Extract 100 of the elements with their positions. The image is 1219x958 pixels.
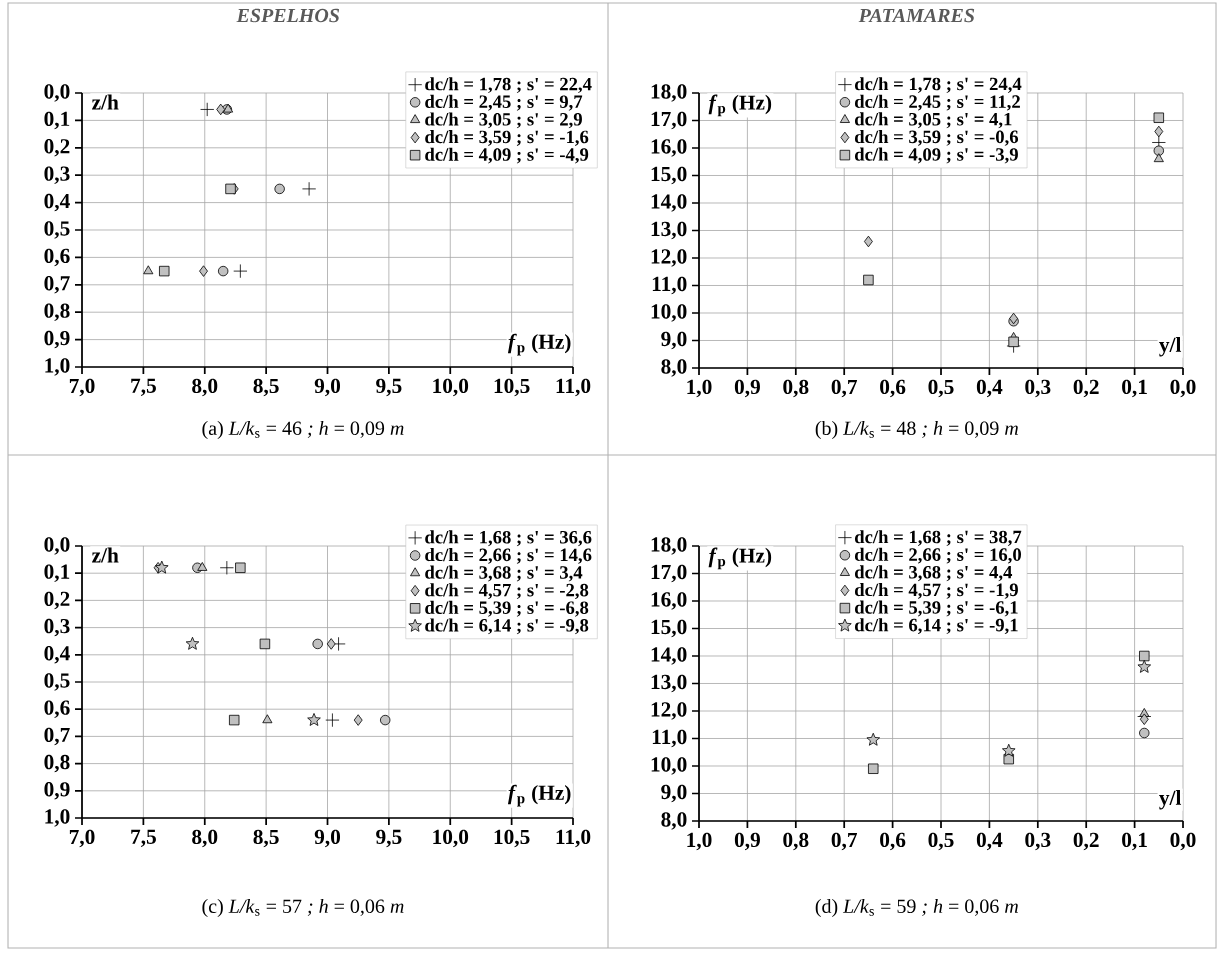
y-axis-title: f$_{p}$ (Hz)	[708, 94, 772, 117]
x-tick-label: 9,5	[376, 829, 402, 848]
x-tick-label: 10,0	[433, 378, 469, 397]
x-tick-label: 1,0	[687, 832, 712, 851]
x-tick-label: 0,7	[831, 832, 858, 851]
x-tick-label: 10,5	[494, 378, 530, 397]
y-tick-label: 10,0	[651, 757, 687, 775]
y-tick-label: 18,0	[651, 537, 687, 555]
x-tick-label: 7,5	[131, 829, 156, 847]
y-tick-label: 8,0	[661, 359, 687, 377]
x-tick-label: 9,5	[376, 378, 402, 397]
y-tick-label: 0,6	[44, 248, 70, 267]
x-tick-label: 0,3	[1025, 832, 1051, 851]
y-tick-label: 0,7	[44, 727, 70, 746]
y-tick-label: 0,4	[44, 646, 70, 664]
x-tick-label: 1,0	[687, 379, 712, 398]
x-tick-label: 7,0	[69, 829, 95, 848]
y-tick-label: 0,2	[44, 139, 70, 157]
x-axis-title: f$_{p}$ (Hz)	[507, 333, 571, 356]
x-tick-label: 9,0	[314, 829, 341, 848]
x-tick-label: 8,0	[192, 378, 218, 397]
y-tick-label: 14,0	[651, 194, 687, 212]
y-axis-title: f$_{p}$ (Hz)	[708, 547, 772, 570]
legend-label: dc/h = 2,45 ; s' = 11,2	[854, 94, 1020, 111]
y-tick-label: 8,0	[661, 812, 687, 830]
legend-label: dc/h = 3,68 ; s' = 4,4	[854, 565, 1013, 582]
x-tick-label: 0,8	[783, 832, 809, 851]
x-tick-label: 8,5	[253, 829, 279, 848]
y-tick-label: 0,8	[44, 303, 70, 321]
x-tick-label: 0,7	[831, 379, 858, 398]
x-tick-label: 9,0	[314, 378, 341, 397]
legend-label: dc/h = 2,66 ; s' = 16,0	[854, 547, 1022, 564]
y-tick-label: 12,0	[651, 249, 687, 267]
text: (c) L/k$_{s}$ = 57 ; h = 0,06 m	[202, 898, 404, 918]
y-tick-label: 0,3	[44, 166, 70, 184]
y-tick-label: 17,0	[651, 111, 687, 130]
x-tick-label: 0,1	[1122, 832, 1147, 851]
x-tick-label: 10,5	[494, 829, 530, 848]
x-axis-title: y/l	[1159, 336, 1182, 357]
x-tick-label: 7,5	[131, 378, 156, 396]
x-tick-label: 0,1	[1122, 379, 1147, 398]
y-tick-label: 13,0	[651, 674, 687, 693]
x-tick-label: 0,2	[1073, 379, 1099, 398]
x-tick-label: 8,5	[253, 378, 279, 397]
legend-label: dc/h = 3,68 ; s' = 3,4	[425, 565, 583, 582]
x-tick-label: 0,0	[1170, 832, 1196, 851]
legend-label: dc/h = 4,09 ; s' = -3,9	[854, 147, 1018, 164]
y-tick-label: 0,5	[44, 673, 70, 691]
x-tick-label: 0,4	[976, 832, 1003, 851]
y-axis-title: z/h	[92, 94, 119, 110]
legend-label: dc/h = 2,45 ; s' = 9,7	[425, 94, 583, 111]
y-tick-label: 16,0	[651, 139, 687, 157]
text: (a) L/k$_{s}$ = 46 ; h = 0,09 m	[202, 420, 404, 440]
y-tick-label: 0,8	[44, 754, 70, 773]
legend-label: dc/h = 3,59 ; s' = -0,6	[854, 129, 1019, 146]
x-tick-label: 0,5	[928, 379, 954, 398]
y-tick-label: 0,3	[44, 618, 70, 637]
x-tick-label: 0,8	[783, 379, 809, 398]
chart-title: PATAMARES	[858, 8, 975, 23]
y-tick-label: 11,0	[652, 729, 687, 748]
y-tick-label: 0,7	[44, 276, 70, 294]
y-tick-label: 0,9	[44, 330, 70, 349]
y-tick-label: 17,0	[651, 564, 687, 583]
y-axis-title: z/h	[92, 547, 119, 563]
y-tick-label: 18,0	[651, 84, 687, 102]
text: (b) L/k$_{s}$ = 48 ; h = 0,09 m	[815, 420, 1018, 440]
legend-label: dc/h = 2,66 ; s' = 14,6	[425, 547, 592, 564]
x-tick-label: 11,0	[556, 829, 591, 848]
y-tick-label: 16,0	[651, 592, 687, 610]
legend-label: dc/h = 6,14 ; s' = -9,1	[854, 618, 1018, 635]
x-tick-label: 0,9	[734, 379, 760, 398]
x-tick-label: 0,3	[1025, 379, 1051, 398]
y-tick-label: 0,6	[44, 700, 70, 718]
y-tick-label: 15,0	[651, 619, 687, 638]
x-tick-label: 0,0	[1170, 379, 1196, 398]
y-tick-label: 9,0	[661, 784, 687, 803]
legend-label: dc/h = 1,78 ; s' = 22,4	[425, 77, 592, 94]
y-tick-label: 0,1	[44, 111, 70, 130]
y-tick-label: 0,1	[44, 564, 70, 582]
legend-label: dc/h = 3,59 ; s' = -1,6	[425, 130, 589, 146]
y-tick-label: 0,2	[44, 591, 70, 610]
y-tick-label: 0,0	[44, 84, 70, 102]
legend-label: dc/h = 1,68 ; s' = 38,7	[854, 530, 1022, 546]
y-tick-label: 13,0	[651, 221, 687, 240]
x-axis-title: f$_{p}$ (Hz)	[507, 784, 571, 807]
legend-label: dc/h = 5,39 ; s' = -6,1	[854, 600, 1018, 617]
y-tick-label: 12,0	[651, 702, 687, 720]
text: (d) L/k$_{s}$ = 59 ; h = 0,06 m	[815, 898, 1018, 918]
legend-label: dc/h = 3,05 ; s' = 2,9	[425, 112, 582, 129]
y-tick-label: 0,0	[44, 537, 70, 555]
x-tick-label: 8,0	[192, 829, 218, 848]
chart-title: ESPELHOS	[236, 8, 340, 23]
x-tick-label: 0,4	[976, 379, 1003, 398]
legend-label: dc/h = 4,57 ; s' = -1,9	[854, 582, 1018, 599]
x-tick-label: 0,6	[880, 832, 906, 851]
x-axis-title: y/l	[1159, 789, 1182, 810]
x-tick-label: 0,6	[880, 379, 906, 398]
x-tick-label: 7,0	[69, 378, 95, 397]
legend-label: dc/h = 3,05 ; s' = 4,1	[854, 112, 1012, 129]
legend-label: dc/h = 6,14 ; s' = -9,8	[425, 618, 589, 635]
